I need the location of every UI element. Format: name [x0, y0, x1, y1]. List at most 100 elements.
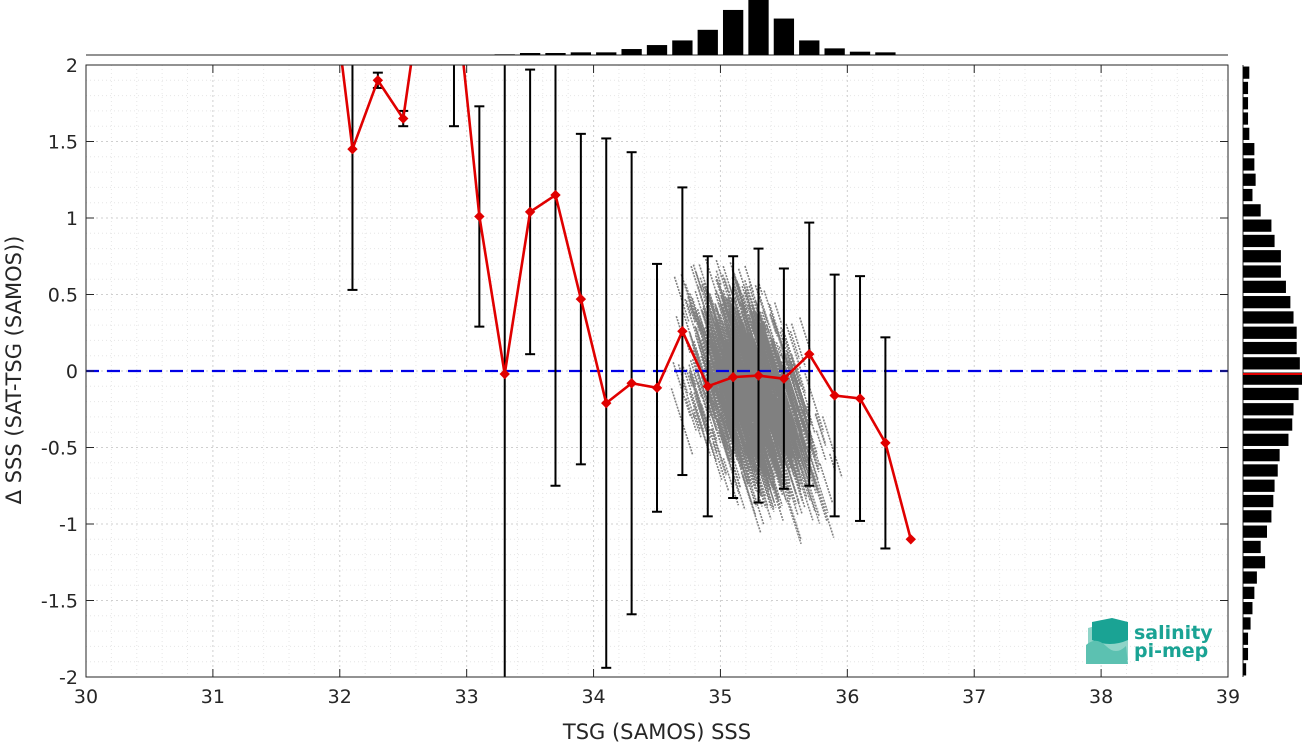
scatter-point [728, 421, 743, 464]
scatter-point [688, 364, 697, 387]
scatter-point [739, 398, 756, 445]
scatter-point [754, 319, 766, 351]
scatter-point [784, 414, 801, 463]
right-histogram-bar [1243, 250, 1281, 263]
scatter-point [775, 341, 782, 357]
scatter-point [768, 303, 779, 331]
top-histogram-bar [773, 18, 795, 56]
scatter-point [685, 369, 693, 387]
scatter-point [821, 416, 843, 478]
scatter-point [763, 290, 786, 354]
right-histogram-bar [1243, 479, 1275, 492]
y-tick-label: -2 [59, 667, 78, 689]
scatter-point [704, 392, 718, 428]
scatter-point [721, 320, 738, 368]
scatter-point [707, 401, 720, 437]
scatter-point [715, 392, 729, 430]
top-histogram-bar [875, 52, 896, 55]
scatter-point [695, 327, 705, 352]
scatter-point [710, 332, 729, 385]
mean-marker [474, 211, 485, 222]
scatter-point [737, 351, 746, 372]
scatter-point [731, 287, 738, 301]
scatter-point [774, 422, 788, 459]
scatter-point [730, 374, 748, 423]
scatter-point [765, 426, 772, 441]
scatter-point [796, 393, 804, 414]
scatter-point [736, 439, 754, 488]
x-tick-label: 36 [835, 686, 859, 708]
scatter-point [715, 275, 722, 291]
top-histogram-bar [494, 54, 515, 55]
scatter-point [697, 322, 710, 356]
scatter-point [758, 426, 776, 479]
y-tick-label: -1 [59, 514, 78, 536]
scatter-point [695, 312, 701, 326]
x-tick-label: 34 [581, 686, 605, 708]
scatter-point [786, 399, 804, 451]
scatter-point [790, 428, 804, 467]
scatter-point [712, 375, 736, 444]
scatter-point [715, 259, 733, 311]
right-histogram-bar [1243, 372, 1302, 385]
y-tick-label: 2 [66, 55, 78, 77]
top-histogram-bar [824, 48, 845, 55]
mean-marker [601, 397, 612, 409]
scatter-point [728, 290, 740, 322]
scatter-point [694, 362, 706, 395]
mean-line [340, 65, 913, 540]
scatter-point [755, 332, 767, 365]
scatter-point [761, 325, 777, 370]
scatter-point [708, 293, 717, 313]
mean-marker [778, 373, 790, 384]
scatter-point [741, 367, 765, 436]
right-histogram-bar [1243, 617, 1251, 630]
right-histogram-bar [1243, 173, 1256, 186]
scatter-point [732, 395, 750, 443]
scatter-point [758, 333, 774, 378]
scatter-point [708, 345, 730, 409]
scatter-point [726, 339, 738, 369]
right-histogram-bar [1243, 602, 1253, 615]
scatter-point [773, 302, 783, 325]
scatter-point [725, 362, 735, 385]
x-tick-label: 32 [328, 686, 352, 708]
scatter-point [742, 294, 749, 312]
scatter-point [737, 364, 758, 424]
scatter-point [768, 445, 787, 499]
top-histogram-bar [697, 29, 718, 55]
scatter-point [757, 280, 764, 295]
scatter-point [720, 427, 727, 443]
scatter-point [755, 345, 768, 381]
scatter-point [786, 378, 798, 412]
scatter-point [782, 328, 798, 374]
right-histogram-bar [1243, 387, 1299, 401]
scatter-point [780, 354, 799, 407]
right-histogram-bar [1243, 510, 1272, 523]
scatter-point [733, 406, 740, 423]
x-tick-label: 39 [1216, 686, 1240, 708]
right-histogram-bar [1243, 234, 1275, 248]
scatter-point [707, 347, 714, 364]
scatter-point [761, 311, 770, 334]
scatter-point [772, 373, 787, 413]
scatter-point [802, 412, 814, 443]
scatter-point [708, 340, 727, 395]
logo-wave-icon [1086, 618, 1128, 664]
right-histogram-bar [1243, 464, 1278, 477]
y-tick-label: -1.5 [41, 591, 78, 613]
salinity-pi-mep-logo: salinity pi-mep [1086, 618, 1213, 664]
scatter-point [768, 425, 780, 455]
scatter-point [747, 339, 770, 406]
scatter-point [744, 291, 765, 352]
scatter-point [771, 442, 791, 500]
scatter-point [812, 472, 835, 538]
scatter-point [780, 408, 799, 461]
scatter-point [774, 391, 785, 419]
top-histogram [86, 0, 1228, 56]
scatter-point [786, 499, 802, 545]
scatter-point [722, 458, 740, 506]
scatter-point [747, 411, 765, 463]
logo-text-line2: pi-mep [1134, 640, 1208, 662]
scatter-point [744, 443, 764, 498]
